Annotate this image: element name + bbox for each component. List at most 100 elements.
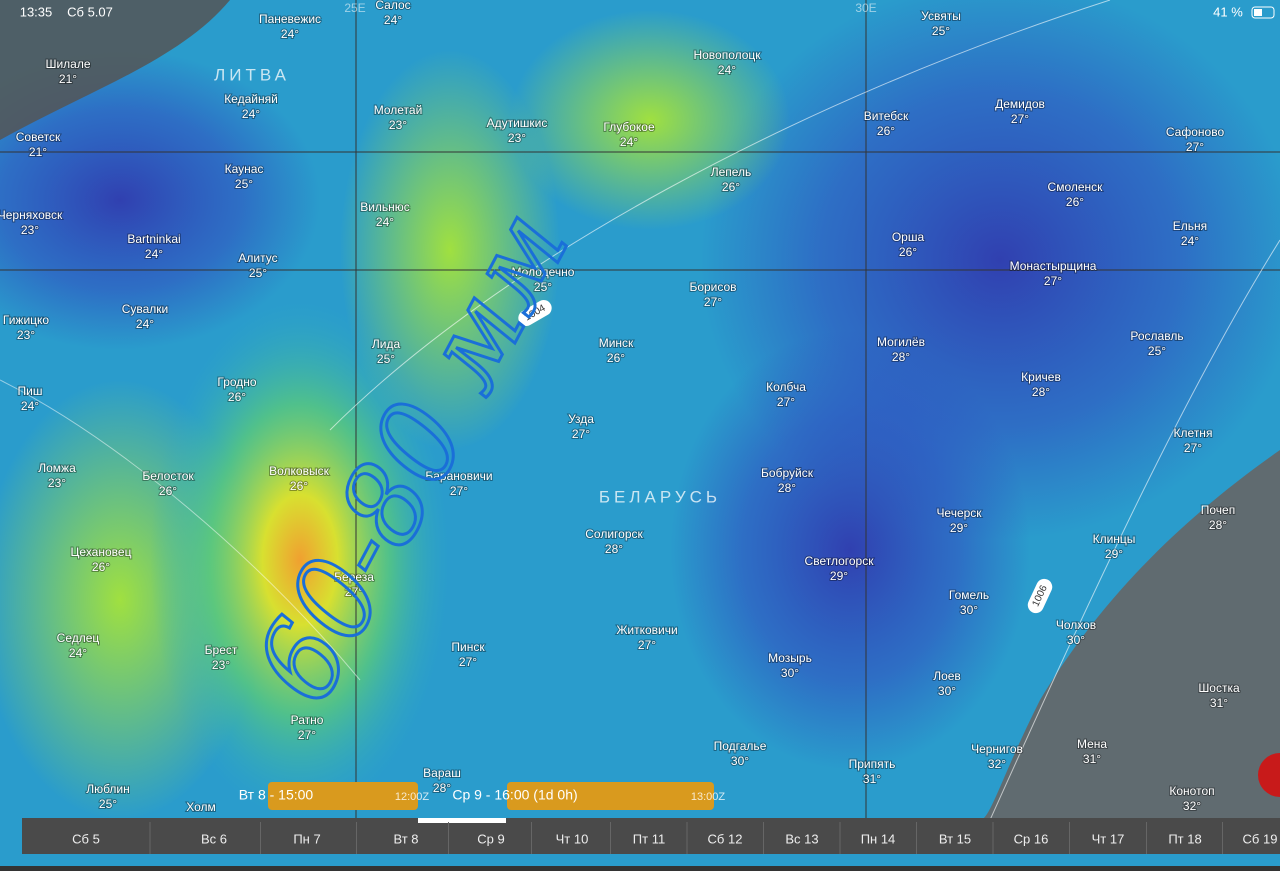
status-battery: 41 % xyxy=(1213,4,1243,19)
city-temp: 27° xyxy=(450,484,468,498)
city-temp: 24° xyxy=(384,13,402,27)
timeline-day[interactable]: Вт 8 xyxy=(393,831,418,846)
city-temp: 24° xyxy=(1181,234,1199,248)
city-name: Житковичи xyxy=(616,623,677,637)
city-name: Орша xyxy=(892,230,925,244)
isobar-label-bg xyxy=(1027,578,1053,614)
city-temp: 26° xyxy=(290,479,308,493)
precip xyxy=(670,330,1030,770)
timeline-day[interactable]: Сб 19 xyxy=(1243,831,1278,846)
city-temp: 24° xyxy=(145,247,163,261)
timeline-day[interactable]: Вс 6 xyxy=(201,831,227,846)
timeline-day[interactable]: Вт 15 xyxy=(939,831,971,846)
city-name: Молетай xyxy=(374,103,423,117)
city-name: Подгалье xyxy=(714,739,767,753)
city-name: Алитус xyxy=(238,251,277,265)
city-name: Вараш xyxy=(423,766,461,780)
city-temp: 23° xyxy=(17,328,35,342)
city-name: Ельня xyxy=(1173,219,1207,233)
city-name: Смоленск xyxy=(1048,180,1104,194)
city-name: Солигорск xyxy=(585,527,643,541)
city-temp: 27° xyxy=(777,395,795,409)
timeline-progress xyxy=(418,818,506,823)
city-temp: 26° xyxy=(92,560,110,574)
city-temp: 26° xyxy=(159,484,177,498)
city-name: Чечерск xyxy=(936,506,982,520)
city-name: Холм xyxy=(186,800,216,814)
city-temp: 27° xyxy=(1186,140,1204,154)
city-name: Брест xyxy=(205,643,238,657)
city-name: Светлогорск xyxy=(805,554,875,568)
city-name: Салос xyxy=(375,0,410,12)
city-temp: 26° xyxy=(722,180,740,194)
timeline-day[interactable]: Ср 16 xyxy=(1014,831,1049,846)
city-temp: 30° xyxy=(1067,633,1085,647)
city-temp: 30° xyxy=(960,603,978,617)
city-name: Ратно xyxy=(291,713,324,727)
sea xyxy=(0,0,230,140)
time-bubble-label: Ср 9 - 16:00 (1d 0h) xyxy=(452,787,577,803)
city-temp: 24° xyxy=(69,646,87,660)
city-temp: 23° xyxy=(21,223,39,237)
timeline-day[interactable]: Пт 11 xyxy=(633,831,665,846)
menu-button[interactable] xyxy=(1258,753,1280,797)
city-temp: 26° xyxy=(877,124,895,138)
country-label: ЛИТВА xyxy=(214,65,290,84)
timeline-day[interactable]: Ср 9 xyxy=(477,831,504,846)
city-temp: 27° xyxy=(1011,112,1029,126)
time-bubble[interactable] xyxy=(268,782,418,810)
timeline-bar[interactable] xyxy=(22,818,1280,854)
timeline-day[interactable]: Пт 18 xyxy=(1168,831,1201,846)
city-name: Кедайняй xyxy=(224,92,278,106)
timeline-day[interactable]: Чт 10 xyxy=(556,831,589,846)
time-bubble-utc: 13:00Z xyxy=(691,791,726,803)
city-name: Монастырщина xyxy=(1010,259,1097,273)
city-temp: 32° xyxy=(988,757,1006,771)
timeline-day[interactable]: Чт 17 xyxy=(1092,831,1125,846)
timeline-day[interactable]: Пн 7 xyxy=(293,831,320,846)
city-name: Конотоп xyxy=(1169,784,1214,798)
timeline-day[interactable]: Пн 14 xyxy=(861,831,896,846)
city-temp: 29° xyxy=(830,569,848,583)
city-name: Демидов xyxy=(995,97,1045,111)
city-temp: 24° xyxy=(718,63,736,77)
timeline-day[interactable]: Вс 13 xyxy=(785,831,818,846)
city-name: Бобруйск xyxy=(761,466,814,480)
city-name: Рославль xyxy=(1130,329,1183,343)
precip xyxy=(150,300,450,820)
city-temp: 25° xyxy=(249,266,267,280)
city-temp: 27° xyxy=(298,728,316,742)
city-name: Узда xyxy=(568,412,594,426)
city-name: Клинцы xyxy=(1093,532,1136,546)
city-name: Адутишкис xyxy=(487,116,548,130)
city-name: Волковыск xyxy=(269,464,329,478)
meridian-label: 25E xyxy=(344,1,365,15)
status-time: 13:35 xyxy=(20,4,53,19)
city-name: Седлец xyxy=(57,631,100,645)
precip xyxy=(510,10,790,230)
city-temp: 24° xyxy=(242,107,260,121)
city-temp: 27° xyxy=(459,655,477,669)
city-name: Чолхов xyxy=(1056,618,1096,632)
timeline-day[interactable]: Сб 5 xyxy=(72,831,100,846)
country-label: БЕЛАРУСЬ xyxy=(599,487,721,506)
city-temp: 26° xyxy=(607,351,625,365)
city-temp: 25° xyxy=(534,280,552,294)
city-temp: 28° xyxy=(433,781,451,795)
city-name: Пинск xyxy=(451,640,485,654)
time-bubble[interactable] xyxy=(507,782,714,810)
city-name: Гродно xyxy=(217,375,257,389)
city-temp: 27° xyxy=(704,295,722,309)
battery-level xyxy=(1254,9,1262,16)
city-name: Береза xyxy=(334,570,374,584)
city-name: Мозырь xyxy=(768,651,812,665)
city-name: Барановичи xyxy=(425,469,492,483)
timeline-day[interactable]: Сб 12 xyxy=(708,831,743,846)
city-name: Лепель xyxy=(711,165,752,179)
city-temp: 31° xyxy=(863,772,881,786)
isobar-label-bg xyxy=(518,300,552,326)
outside-area xyxy=(980,450,1280,820)
city-name: Цехановец xyxy=(71,545,132,559)
city-name: Молодечно xyxy=(512,265,575,279)
